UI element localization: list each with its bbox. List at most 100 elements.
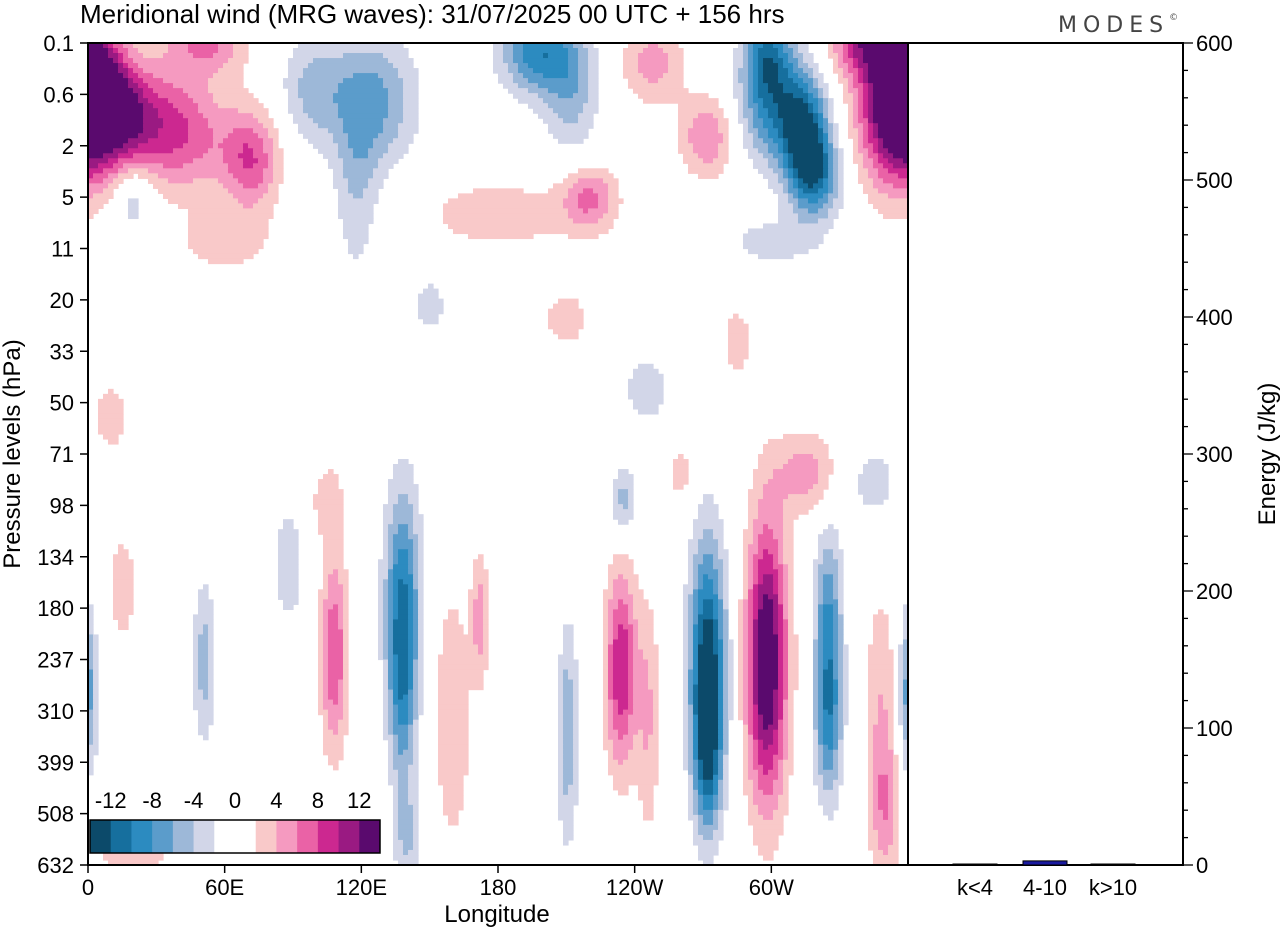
- heatmap-cell: [653, 714, 659, 721]
- heatmap-cell: [598, 203, 609, 209]
- heatmap-cell: [338, 619, 344, 626]
- heatmap-cell: [393, 724, 409, 731]
- heatmap-cell: [318, 599, 324, 605]
- heatmap-cell: [653, 709, 659, 716]
- heatmap-cell: [318, 519, 344, 525]
- heatmap-cell: [718, 724, 724, 731]
- heatmap-cell: [193, 248, 259, 255]
- heatmap-cell: [473, 629, 484, 636]
- heatmap-cell: [713, 609, 719, 615]
- heatmap-cell: [568, 68, 579, 74]
- heatmap-cell: [718, 539, 724, 545]
- heatmap-cell: [558, 704, 564, 711]
- heatmap-cell: [603, 719, 609, 726]
- heatmap-cell: [893, 789, 899, 796]
- heatmap-cell: [713, 764, 719, 771]
- heatmap-cell: [698, 844, 719, 851]
- heatmap-cell: [563, 198, 579, 204]
- heatmap-cell: [348, 183, 369, 189]
- heatmap-cell: [528, 78, 579, 84]
- heatmap-cell: [88, 664, 94, 671]
- heatmap-cell: [563, 203, 579, 209]
- heatmap-cell: [788, 158, 794, 164]
- heatmap-cell: [843, 709, 849, 716]
- heatmap-cell: [743, 614, 749, 620]
- heatmap-cell: [93, 719, 99, 726]
- heatmap-cell: [233, 48, 249, 54]
- heatmap-cell: [778, 53, 789, 59]
- heatmap-cell: [743, 679, 749, 686]
- heatmap-cell: [88, 53, 109, 59]
- heatmap-cell: [328, 574, 339, 580]
- heatmap-cell: [683, 659, 689, 666]
- heatmap-cell: [323, 619, 329, 626]
- heatmap-cell: [873, 769, 894, 776]
- heatmap-cell: [253, 113, 269, 119]
- heatmap-cell: [838, 709, 844, 716]
- heatmap-cell: [778, 804, 789, 811]
- heatmap-cell: [448, 223, 614, 230]
- heatmap-cell: [558, 669, 564, 676]
- heatmap-cell: [693, 143, 719, 149]
- heatmap-cell: [88, 128, 144, 134]
- heatmap-cell: [868, 759, 874, 766]
- heatmap-cell: [748, 589, 754, 595]
- heatmap-cell: [788, 619, 794, 626]
- heatmap-cell: [88, 649, 94, 656]
- heatmap-cell: [728, 699, 734, 706]
- heatmap-cell: [413, 634, 419, 641]
- heatmap-cell: [328, 614, 339, 620]
- heatmap-cell: [833, 574, 839, 580]
- heatmap-cell: [838, 639, 844, 646]
- heatmap-cell: [843, 93, 854, 99]
- heatmap-cell: [88, 659, 94, 666]
- heatmap-cell: [408, 549, 414, 555]
- heatmap-cell: [648, 744, 659, 751]
- heatmap-cell: [873, 163, 884, 169]
- heatmap-cell: [343, 168, 374, 174]
- heatmap-cell: [703, 799, 714, 806]
- heatmap-cell: [378, 569, 389, 575]
- heatmap-cell: [818, 724, 824, 731]
- heatmap-cell: [678, 118, 694, 124]
- heatmap-cell: [403, 118, 419, 124]
- heatmap-cell: [603, 609, 609, 615]
- heatmap-cell: [823, 754, 834, 761]
- heatmap-cell: [748, 694, 754, 701]
- heatmap-cell: [93, 639, 99, 646]
- heatmap-cell: [683, 599, 689, 605]
- heatmap-cell: [753, 584, 759, 590]
- heatmap-cell: [728, 343, 749, 350]
- heatmap-cell: [868, 148, 874, 154]
- heatmap-cell: [538, 93, 559, 99]
- heatmap-cell: [643, 654, 659, 661]
- heatmap-cell: [628, 494, 634, 500]
- heatmap-cell: [833, 128, 839, 134]
- heatmap-cell: [738, 714, 744, 721]
- colorbar-frame: [89, 819, 381, 854]
- heatmap-cell: [823, 654, 834, 661]
- heatmap-cell: [758, 539, 779, 545]
- heatmap-cell: [333, 604, 339, 610]
- heatmap-cell: [758, 704, 774, 711]
- heatmap-cell: [813, 664, 819, 671]
- heatmap-cell: [868, 709, 879, 716]
- heatmap-cell: [718, 799, 724, 806]
- heatmap-cell: [483, 589, 489, 595]
- heatmap-cell: [278, 574, 299, 580]
- heatmap-cell: [388, 704, 394, 711]
- heatmap-cell: [243, 158, 259, 164]
- heatmap-cell: [598, 193, 609, 199]
- heatmap-cell: [773, 809, 789, 816]
- heatmap-cell: [743, 724, 749, 731]
- heatmap-cell: [298, 93, 334, 99]
- heatmap-cell: [413, 574, 419, 580]
- heatmap-cell: [138, 98, 149, 104]
- heatmap-cell: [613, 484, 634, 490]
- heatmap-cell: [738, 679, 744, 686]
- heatmap-cell: [843, 704, 849, 711]
- heatmap-cell: [903, 694, 909, 701]
- heatmap-cell: [833, 719, 839, 726]
- heatmap-cell: [393, 534, 409, 540]
- heatmap-cell: [98, 423, 124, 430]
